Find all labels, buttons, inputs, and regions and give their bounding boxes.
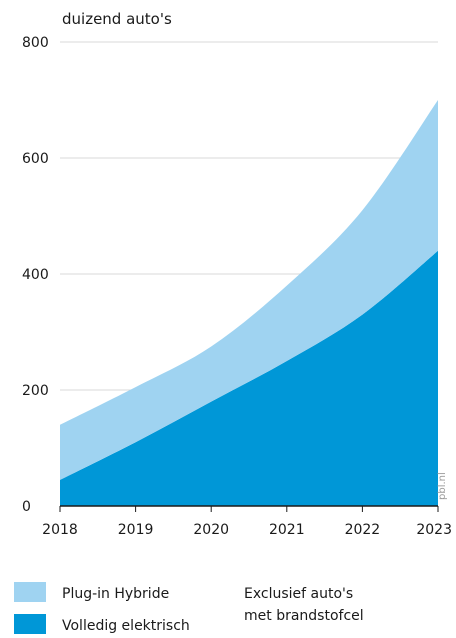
note-line-1: Exclusief auto's bbox=[244, 586, 353, 602]
legend-label-volledig-elektrisch: Volledig elektrisch bbox=[62, 618, 190, 634]
area-volledig-elektrisch bbox=[60, 250, 438, 506]
plot-areas bbox=[60, 100, 438, 506]
x-tick-2019: 2019 bbox=[118, 522, 154, 538]
y-tick-200: 200 bbox=[22, 383, 49, 399]
x-tick-2023: 2023 bbox=[416, 522, 452, 538]
legend-swatch-plug-in-hybride bbox=[14, 582, 46, 602]
x-tick-2021: 2021 bbox=[269, 522, 305, 538]
legend: Plug-in Hybride Volledig elektrisch bbox=[14, 582, 190, 634]
legend-label-plug-in-hybride: Plug-in Hybride bbox=[62, 586, 169, 602]
y-unit-label: duizend auto's bbox=[62, 10, 172, 28]
x-tick-2020: 2020 bbox=[193, 522, 229, 538]
y-tick-400: 400 bbox=[22, 267, 49, 283]
x-tick-2022: 2022 bbox=[345, 522, 381, 538]
area-plug-in-hybride bbox=[60, 100, 438, 480]
y-tick-600: 600 bbox=[22, 151, 49, 167]
note: Exclusief auto's met brandstofcel bbox=[244, 586, 364, 624]
source-label: pbl.nl bbox=[437, 472, 448, 500]
x-tick-2018: 2018 bbox=[42, 522, 78, 538]
legend-swatch-volledig-elektrisch bbox=[14, 614, 46, 634]
note-line-2: met brandstofcel bbox=[244, 608, 364, 624]
y-tick-800: 800 bbox=[22, 35, 49, 51]
y-tick-0: 0 bbox=[22, 499, 31, 515]
axes: 0 200 400 600 800 2018 2019 2020 2021 2022 2023 bbox=[22, 35, 452, 538]
